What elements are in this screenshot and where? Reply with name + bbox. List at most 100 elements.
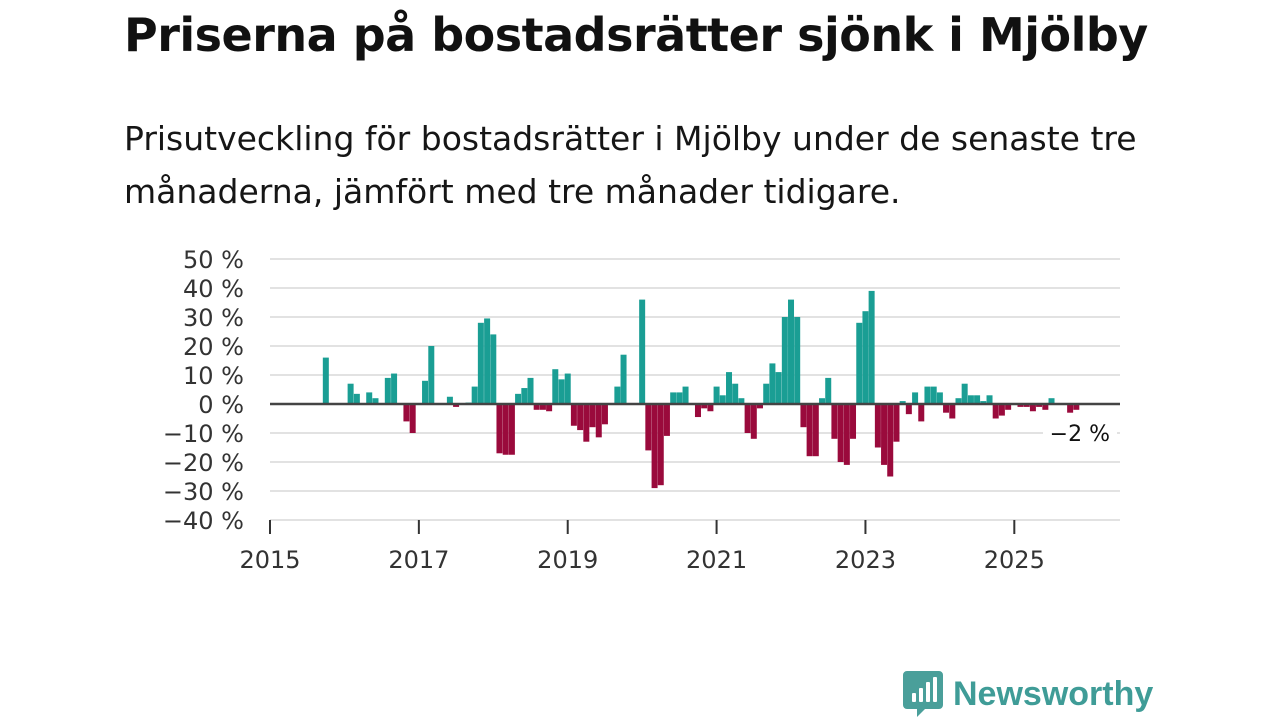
bar	[943, 404, 950, 413]
bar	[912, 392, 919, 404]
bar	[564, 373, 571, 404]
annotation-background	[1043, 417, 1117, 447]
x-tick-label: 2015	[239, 546, 300, 574]
x-tick-label: 2023	[835, 546, 896, 574]
latest-value-annotation: −2 %	[1050, 422, 1110, 447]
bar	[701, 404, 708, 409]
bar	[831, 404, 838, 439]
bar	[453, 404, 460, 407]
bar	[422, 380, 429, 404]
bar	[1073, 404, 1080, 410]
bar	[403, 404, 410, 422]
bar	[496, 404, 503, 454]
bar	[936, 392, 943, 404]
bar	[825, 377, 832, 404]
bar	[1005, 404, 1012, 410]
bar	[353, 393, 360, 404]
bar	[1036, 404, 1043, 407]
bar	[756, 404, 763, 409]
chart-subtitle: Prisutveckling för bostadsrätter i Mjölb…	[124, 119, 1137, 211]
bar	[620, 354, 627, 404]
bar	[670, 392, 677, 404]
bar	[570, 404, 577, 426]
bar	[384, 377, 391, 404]
x-tick-label: 2019	[537, 546, 598, 574]
bar	[546, 404, 553, 412]
bar	[446, 396, 453, 404]
bar	[391, 373, 398, 404]
y-tick-label: −40 %	[163, 507, 244, 535]
bar	[874, 404, 881, 448]
bar	[955, 398, 962, 404]
bar	[726, 372, 733, 404]
bar	[347, 383, 354, 404]
bar	[738, 398, 745, 404]
bar	[812, 404, 819, 457]
y-tick-label: 0 %	[198, 391, 244, 419]
bar	[502, 404, 509, 455]
bar	[1029, 404, 1036, 412]
bar	[800, 404, 807, 428]
x-tick-label: 2025	[984, 546, 1045, 574]
bar	[595, 404, 602, 438]
bars	[322, 290, 1080, 489]
bar	[521, 388, 528, 404]
axes	[269, 402, 1120, 534]
bar	[583, 404, 590, 442]
brand-name: Newsworthy	[953, 674, 1154, 713]
bar	[974, 395, 981, 404]
bar	[819, 398, 826, 404]
bar	[663, 404, 670, 436]
bar	[694, 404, 701, 418]
bar	[1042, 404, 1049, 410]
bar	[850, 404, 857, 439]
bar	[924, 386, 931, 404]
bar	[732, 383, 739, 404]
bar	[409, 404, 416, 433]
bar	[471, 386, 478, 404]
y-tick-label: 40 %	[183, 275, 244, 303]
y-tick-label: −10 %	[163, 420, 244, 448]
bar	[980, 401, 987, 404]
y-tick-label: 30 %	[183, 304, 244, 332]
bar	[558, 379, 565, 404]
bar	[484, 318, 491, 404]
bar	[998, 404, 1005, 416]
bar	[1017, 404, 1024, 407]
bar	[905, 404, 912, 415]
bar	[645, 404, 652, 451]
bar	[428, 346, 435, 404]
bar	[639, 299, 646, 404]
x-tick-label: 2021	[686, 546, 747, 574]
chart-title: Priserna på bostadsrätter sjönk i Mjölby	[124, 8, 1148, 62]
bar	[769, 363, 776, 404]
newsworthy-logo-icon	[903, 671, 943, 717]
bar	[1048, 398, 1055, 404]
bar	[539, 404, 546, 410]
bar	[577, 404, 584, 431]
bar	[676, 392, 683, 404]
bar	[788, 299, 795, 404]
bar	[527, 377, 534, 404]
bar	[552, 369, 559, 404]
bar	[657, 404, 664, 486]
bar	[949, 404, 956, 419]
bar	[322, 357, 329, 404]
bar	[682, 386, 689, 404]
bar	[992, 404, 999, 419]
y-tick-label: 50 %	[183, 246, 244, 274]
bar	[477, 322, 484, 404]
bar	[986, 395, 993, 404]
bar	[614, 386, 621, 404]
bar	[366, 392, 373, 404]
bar	[837, 404, 844, 462]
bar	[713, 386, 720, 404]
bar	[533, 404, 540, 410]
bar	[893, 404, 900, 442]
bar	[1023, 404, 1030, 407]
bar	[843, 404, 850, 465]
bar	[763, 383, 770, 404]
bar	[515, 393, 522, 404]
newsworthy-brand[interactable]: Newsworthy	[903, 671, 1153, 717]
